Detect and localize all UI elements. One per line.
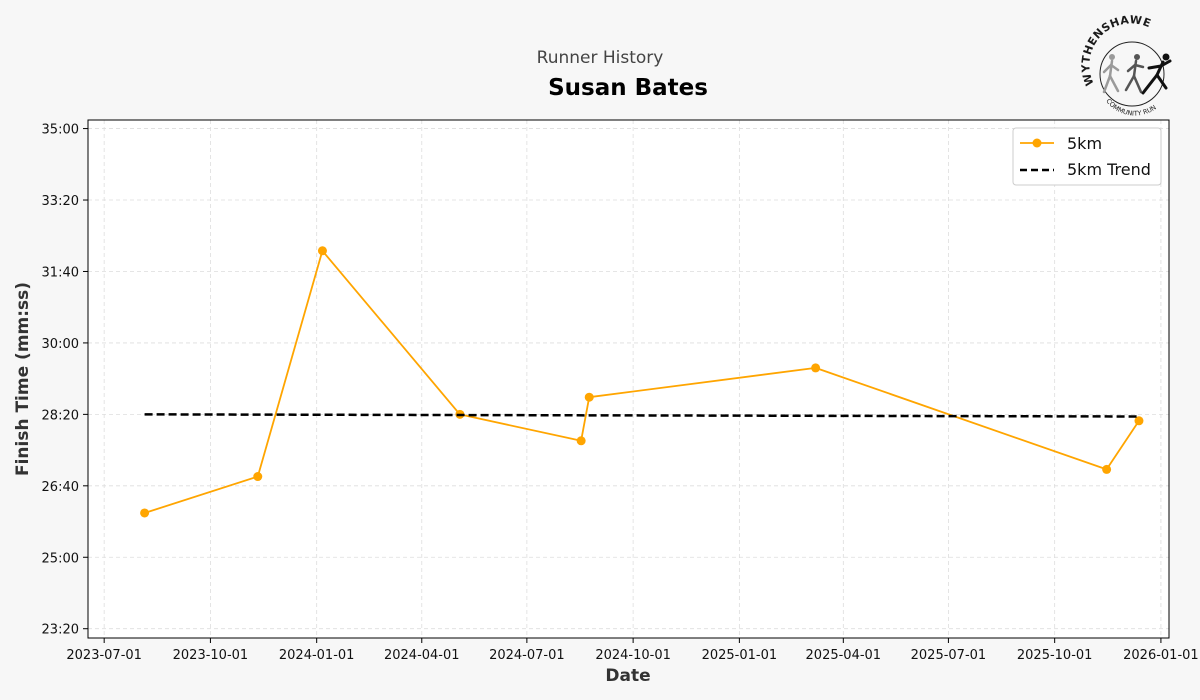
legend-label-5km: 5km	[1067, 134, 1102, 153]
data-point-5km	[1102, 464, 1112, 474]
data-point-5km	[317, 246, 327, 256]
data-point-5km	[253, 472, 263, 482]
y-tick-label: 23:20	[42, 623, 79, 638]
y-tick-label: 26:40	[42, 480, 79, 495]
x-tick-label: 2024-04-01	[384, 648, 460, 663]
x-tick-label: 2025-01-01	[702, 648, 778, 663]
y-tick-label: 28:20	[42, 408, 79, 423]
runner-figures-icon	[1102, 53, 1172, 95]
y-tick-label: 35:00	[42, 123, 79, 138]
x-tick-label: 2023-07-01	[66, 648, 142, 663]
plot-frame	[87, 119, 1170, 639]
logo-ring	[1099, 41, 1165, 107]
logo-top-text: WYTHENSHAWE	[1079, 13, 1153, 87]
legend-label-5km-trend: 5km Trend	[1067, 160, 1151, 179]
y-tick-label: 25:00	[42, 551, 79, 566]
x-tick-label: 2024-10-01	[595, 648, 671, 663]
series-layer	[140, 246, 1144, 518]
x-tick-label: 2026-01-01	[1123, 648, 1199, 663]
x-tick-label: 2025-04-01	[806, 648, 882, 663]
trend-line-5km	[144, 413, 1139, 418]
x-tick-label: 2023-10-01	[173, 648, 249, 663]
chart-title: Susan Bates	[548, 75, 708, 101]
data-point-5km	[584, 392, 594, 402]
x-tick-label: 2024-01-01	[279, 648, 355, 663]
x-tick-label: 2025-07-01	[911, 648, 987, 663]
wythenshawe-community-run-logo: WYTHENSHAWE COMMUNITY RUN	[1079, 13, 1172, 118]
chart-subtitle: Runner History	[537, 48, 664, 68]
x-axis-ticks: 2023-07-01 2023-10-01 2024-01-01 2024-04-01…	[66, 638, 1199, 663]
chart-legend: 5km 5km Trend	[1012, 127, 1162, 186]
x-tick-label: 2025-10-01	[1017, 648, 1093, 663]
x-axis-label: Date	[605, 666, 650, 686]
y-tick-label: 30:00	[42, 337, 79, 352]
grid-lines	[88, 120, 1169, 638]
y-tick-label: 33:20	[42, 194, 79, 209]
legend-marker-5km	[1032, 138, 1042, 148]
data-point-5km	[576, 436, 586, 446]
y-axis-label: Finish Time (mm:ss)	[13, 282, 33, 476]
y-tick-label: 31:40	[42, 265, 79, 280]
data-point-5km	[140, 508, 150, 518]
data-point-5km	[1134, 416, 1144, 426]
plot-area	[88, 120, 1169, 638]
x-tick-label: 2024-07-01	[489, 648, 565, 663]
data-point-5km	[811, 363, 821, 373]
y-axis-ticks: 23:20 25:00 26:40 28:20 30:00 31:40 33:20 35:00	[42, 123, 88, 638]
